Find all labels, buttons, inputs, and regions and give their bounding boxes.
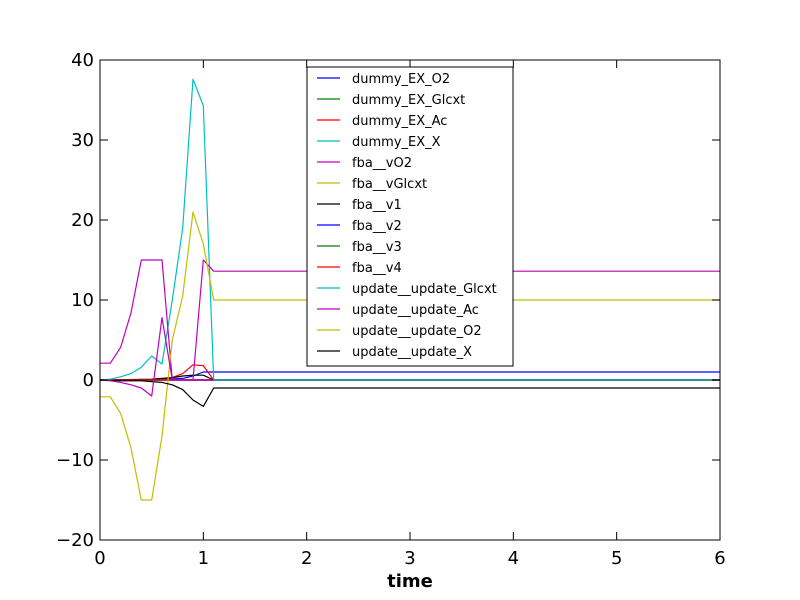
y-tick-label: 30 bbox=[71, 130, 94, 151]
x-tick-label: 3 bbox=[404, 548, 415, 569]
x-tick-label: 6 bbox=[714, 548, 725, 569]
legend-label: fba__v1 bbox=[352, 198, 402, 213]
legend-label: update__update_Ac bbox=[352, 303, 479, 318]
legend-label: update__update_X bbox=[352, 345, 472, 360]
x-tick-label: 4 bbox=[508, 548, 519, 569]
legend-label: update__update_Glcxt bbox=[352, 282, 497, 297]
y-tick-label: 10 bbox=[71, 290, 94, 311]
legend-label: fba__vO2 bbox=[352, 156, 412, 171]
plot-area: 0 1 2 3 4 5 6 −20 −10 0 10 20 30 40 bbox=[56, 50, 726, 569]
legend-label: fba__v2 bbox=[352, 219, 402, 234]
x-tick-label: 5 bbox=[611, 548, 622, 569]
series-line bbox=[100, 211, 720, 501]
legend-label: dummy_EX_O2 bbox=[352, 72, 450, 87]
x-axis: 0 1 2 3 4 5 6 bbox=[94, 60, 726, 569]
y-tick-label: −20 bbox=[56, 530, 94, 551]
x-tick-label: 2 bbox=[301, 548, 312, 569]
legend: dummy_EX_O2 dummy_EX_Glcxt dummy_EX_Acdumm… bbox=[306, 66, 514, 367]
y-tick-label: −10 bbox=[56, 450, 94, 471]
x-tick-label: 0 bbox=[94, 548, 105, 569]
series-line bbox=[100, 78, 720, 381]
series-line bbox=[100, 374, 720, 381]
x-axis-title: time bbox=[387, 571, 433, 592]
y-tick-label: 40 bbox=[71, 50, 94, 71]
legend-label: dummy_EX_Glcxt bbox=[352, 93, 465, 108]
legend-label: fba__v4 bbox=[352, 261, 402, 276]
legend-label: fba__v3 bbox=[352, 240, 402, 255]
legend-label: update__update_O2 bbox=[352, 324, 482, 339]
series-line bbox=[100, 317, 214, 397]
legend-label: fba__vGlcxt bbox=[352, 177, 427, 192]
legend-label: dummy_EX_X bbox=[352, 135, 441, 150]
series-line bbox=[100, 379, 720, 407]
x-tick-label: 1 bbox=[198, 548, 209, 569]
series-line bbox=[100, 259, 720, 381]
legend-box bbox=[306, 66, 514, 367]
y-axis: −20 −10 0 10 20 30 40 bbox=[56, 50, 720, 551]
y-tick-label: 0 bbox=[83, 370, 94, 391]
y-tick-label: 20 bbox=[71, 210, 94, 231]
legend-label: dummy_EX_Ac bbox=[352, 114, 447, 129]
series-group bbox=[100, 78, 720, 501]
